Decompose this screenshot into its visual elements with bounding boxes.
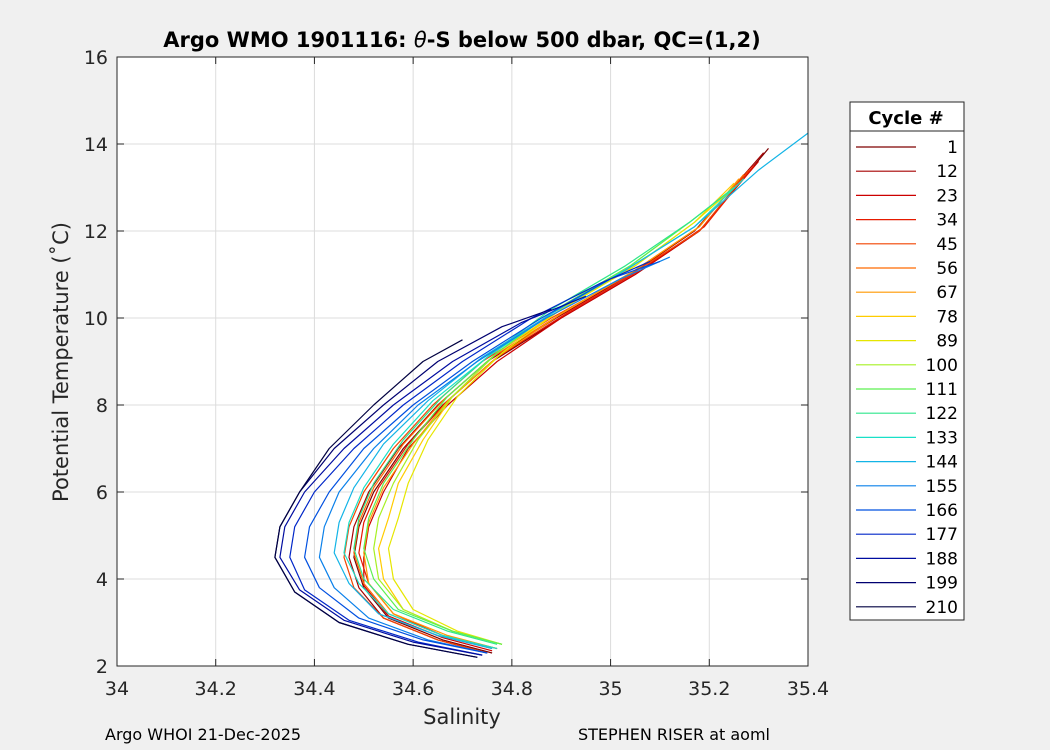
y-tick-label: 10	[84, 308, 108, 330]
x-tick-label: 34.8	[491, 678, 533, 700]
series-line	[318, 256, 671, 654]
series-line	[279, 295, 587, 656]
y-tick-label: 16	[84, 47, 108, 69]
y-tick-label: 6	[96, 482, 108, 504]
series-line	[274, 339, 478, 658]
legend-label: 144	[926, 453, 958, 473]
legend-label: 45	[936, 235, 958, 255]
legend-label: 67	[936, 283, 958, 303]
x-tick-label: 35	[598, 678, 622, 700]
chart-title: Argo WMO 1901116: θ-S below 500 dbar, QC…	[163, 28, 760, 52]
legend-label: 199	[926, 574, 958, 594]
legend-label: 78	[936, 307, 958, 327]
x-axis-label: Salinity	[423, 705, 501, 729]
legend-label: 210	[926, 598, 958, 618]
y-axis-label: Potential Temperature (˚C)	[49, 222, 73, 502]
legend-label: 34	[936, 211, 958, 231]
y-tick-label: 12	[84, 221, 108, 243]
x-tick-label: 35.2	[688, 678, 730, 700]
y-tick-labels: 2 4 6 8 10 12 14 16	[84, 47, 108, 678]
legend-label: 89	[936, 332, 958, 352]
series-line	[363, 191, 730, 645]
legend-label: 133	[926, 428, 958, 448]
series-group	[274, 132, 808, 658]
legend-label: 23	[936, 186, 958, 206]
footer-right-text: STEPHEN RISER at aoml	[578, 725, 770, 744]
plot-frame	[116, 56, 809, 667]
x-tick-label: 35.4	[787, 678, 829, 700]
x-tick-labels: 34 34.2 34.4 34.6 34.8 35 35.2 35.4	[105, 678, 829, 700]
y-tick-label: 14	[84, 134, 108, 156]
y-tick-label: 4	[96, 569, 108, 591]
legend-title: Cycle #	[868, 108, 943, 129]
legend-label: 155	[926, 477, 958, 497]
legend-entries: 1 12 23 34 45 56 67 78 89 100 111 122 133 144 155 166 17…	[856, 138, 958, 618]
legend: Cycle # 1 12 23 34 45 56 67 78 89 100 111 122 133 144…	[849, 101, 965, 621]
legend-label: 12	[936, 162, 958, 182]
legend-label: 177	[926, 525, 958, 545]
series-line	[333, 132, 808, 650]
series-line	[353, 187, 735, 645]
x-tick-label: 34.6	[392, 678, 434, 700]
x-tick-label: 34.4	[293, 678, 335, 700]
legend-label: 1	[947, 138, 958, 158]
legend-label: 188	[926, 549, 958, 569]
legend-label: 111	[926, 380, 958, 400]
legend-label: 56	[936, 259, 958, 279]
legend-label: 122	[926, 404, 958, 424]
x-tick-label: 34.2	[195, 678, 237, 700]
series-line	[304, 260, 661, 654]
y-tick-label: 2	[96, 656, 108, 678]
x-tick-label: 34	[105, 678, 129, 700]
legend-label: 166	[926, 501, 958, 521]
tick-marks	[116, 56, 809, 667]
y-tick-label: 8	[96, 395, 108, 417]
legend-label: 100	[926, 356, 958, 376]
footer-left-text: Argo WHOI 21-Dec-2025	[105, 725, 302, 744]
